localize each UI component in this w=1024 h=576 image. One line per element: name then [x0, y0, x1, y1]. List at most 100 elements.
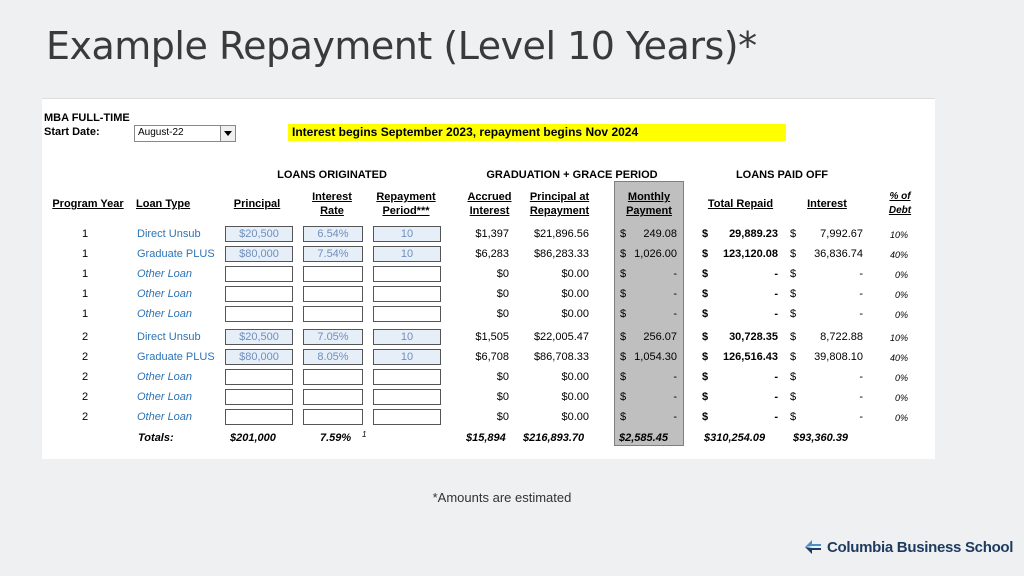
principal-at-repayment-cell: $0.00 — [561, 371, 589, 383]
total-repaid-symbol: $ — [702, 391, 709, 403]
principal-input[interactable] — [225, 266, 293, 282]
repayment-period-input[interactable] — [373, 266, 441, 282]
loan-type-cell: Graduate PLUS — [137, 351, 215, 363]
monthly-payment-cell: - — [673, 308, 677, 320]
loan-type-cell: Direct Unsub — [137, 228, 201, 240]
monthly-payment-cell: 256.07 — [643, 331, 677, 343]
table-row: 1 Other Loan $0 $0.00 $ - $ - $ -0% — [42, 266, 935, 284]
program-year-cell: 1 — [82, 228, 89, 240]
monthly-payment-cell: 1,026.00 — [634, 248, 677, 260]
loan-type-cell: Other Loan — [137, 411, 193, 423]
accrued-interest-cell: $0 — [496, 391, 509, 403]
col-pct-of-debt: % of Debt — [888, 191, 912, 216]
repayment-period-input[interactable]: 10 — [373, 329, 441, 345]
loan-type-cell: Direct Unsub — [137, 331, 201, 343]
interest-rate-input[interactable] — [303, 409, 363, 425]
totals-total-repaid: $310,254.09 — [704, 432, 766, 444]
table-row: 2 Other Loan $0 $0.00 $ - $ - $ -0% — [42, 389, 935, 407]
table-row: 1 Other Loan $0 $0.00 $ - $ - $ -0% — [42, 306, 935, 324]
total-repaid-cell: 126,516.43 — [722, 351, 778, 363]
interest-rate-input[interactable] — [303, 306, 363, 322]
interest-banner-text: Interest begins September 2023, repaymen… — [292, 125, 639, 139]
interest-symbol: $ — [790, 351, 797, 363]
principal-input[interactable]: $80,000 — [225, 246, 293, 262]
repayment-period-input[interactable] — [373, 306, 441, 322]
accrued-interest-cell: $0 — [496, 288, 509, 300]
repayment-period-input[interactable] — [373, 409, 441, 425]
interest-rate-input[interactable]: 7.05% — [303, 329, 363, 345]
table-row: 1 Other Loan $0 $0.00 $ - $ - $ -0% — [42, 286, 935, 304]
repayment-period-input[interactable]: 10 — [373, 226, 441, 242]
principal-at-repayment-cell: $86,708.33 — [533, 351, 589, 363]
columbia-crown-icon — [805, 540, 821, 554]
principal-at-repayment-cell: $0.00 — [561, 308, 589, 320]
total-repaid-symbol: $ — [702, 288, 709, 300]
loan-type-cell: Graduate PLUS — [137, 248, 215, 260]
program-year-cell: 1 — [82, 308, 89, 320]
program-year-cell: 1 — [82, 268, 89, 280]
principal-at-repayment-cell: $22,005.47 — [533, 331, 589, 343]
pct-of-debt-cell: 10% — [889, 230, 908, 240]
col-total-repaid: Total Repaid — [707, 198, 774, 210]
principal-input[interactable] — [225, 389, 293, 405]
repayment-period-input[interactable] — [373, 369, 441, 385]
total-repaid-symbol: $ — [702, 411, 709, 423]
interest-symbol: $ — [790, 288, 797, 300]
program-year-cell: 1 — [82, 248, 89, 260]
principal-input[interactable] — [225, 409, 293, 425]
interest-rate-input[interactable]: 7.54% — [303, 246, 363, 262]
brand-logo: Columbia Business School — [803, 537, 1013, 557]
interest-rate-input[interactable] — [303, 389, 363, 405]
principal-input[interactable] — [225, 306, 293, 322]
interest-cell: 39,808.10 — [814, 351, 863, 363]
interest-symbol: $ — [790, 268, 797, 280]
col-accrued-interest: Accrued Interest — [467, 191, 512, 217]
interest-symbol: $ — [790, 331, 797, 343]
monthly-payment-cell: - — [673, 371, 677, 383]
monthly-payment-cell: - — [673, 288, 677, 300]
accrued-interest-cell: $0 — [496, 411, 509, 423]
program-year-cell: 2 — [82, 331, 89, 343]
principal-at-repayment-cell: $86,283.33 — [533, 248, 589, 260]
monthly-payment-symbol: $ — [620, 308, 627, 320]
interest-rate-input[interactable]: 8.05% — [303, 349, 363, 365]
program-year-cell: 2 — [82, 391, 89, 403]
monthly-payment-cell: 1,054.30 — [634, 351, 677, 363]
totals-label: Totals: — [138, 432, 174, 444]
start-date-dropdown[interactable]: August-22 — [134, 125, 236, 142]
repayment-period-input[interactable]: 10 — [373, 349, 441, 365]
principal-input[interactable]: $20,500 — [225, 226, 293, 242]
interest-symbol: $ — [790, 411, 797, 423]
interest-rate-input[interactable] — [303, 369, 363, 385]
total-repaid-symbol: $ — [702, 351, 709, 363]
totals-principal: $201,000 — [230, 432, 276, 444]
total-repaid-symbol: $ — [702, 268, 709, 280]
principal-input[interactable] — [225, 369, 293, 385]
total-repaid-symbol: $ — [702, 248, 709, 260]
chevron-down-icon[interactable] — [220, 126, 235, 141]
interest-cell: - — [859, 411, 863, 423]
accrued-interest-cell: $0 — [496, 268, 509, 280]
interest-symbol: $ — [790, 228, 797, 240]
interest-rate-input[interactable]: 6.54% — [303, 226, 363, 242]
monthly-payment-symbol: $ — [620, 268, 627, 280]
repayment-period-input[interactable]: 10 — [373, 246, 441, 262]
program-label: MBA FULL-TIME — [44, 112, 130, 124]
total-repaid-cell: 30,728.35 — [729, 331, 778, 343]
principal-input[interactable] — [225, 286, 293, 302]
principal-input[interactable]: $20,500 — [225, 329, 293, 345]
repayment-period-input[interactable] — [373, 389, 441, 405]
interest-rate-input[interactable] — [303, 286, 363, 302]
interest-cell: - — [859, 391, 863, 403]
monthly-payment-symbol: $ — [620, 411, 627, 423]
repayment-period-input[interactable] — [373, 286, 441, 302]
table-row: 2 Other Loan $0 $0.00 $ - $ - $ -0% — [42, 369, 935, 387]
pct-of-debt-cell: 40% — [889, 250, 908, 260]
col-loan-type: Loan Type — [136, 198, 191, 210]
principal-input[interactable]: $80,000 — [225, 349, 293, 365]
interest-rate-input[interactable] — [303, 266, 363, 282]
table-row: 2 Direct Unsub $20,500 7.05% 10 $1,505 $22,005… — [42, 329, 935, 347]
pct-of-debt-cell: 0% — [894, 413, 908, 423]
loan-type-cell: Other Loan — [137, 371, 193, 383]
table-row: 2 Other Loan $0 $0.00 $ - $ - $ -0% — [42, 409, 935, 427]
